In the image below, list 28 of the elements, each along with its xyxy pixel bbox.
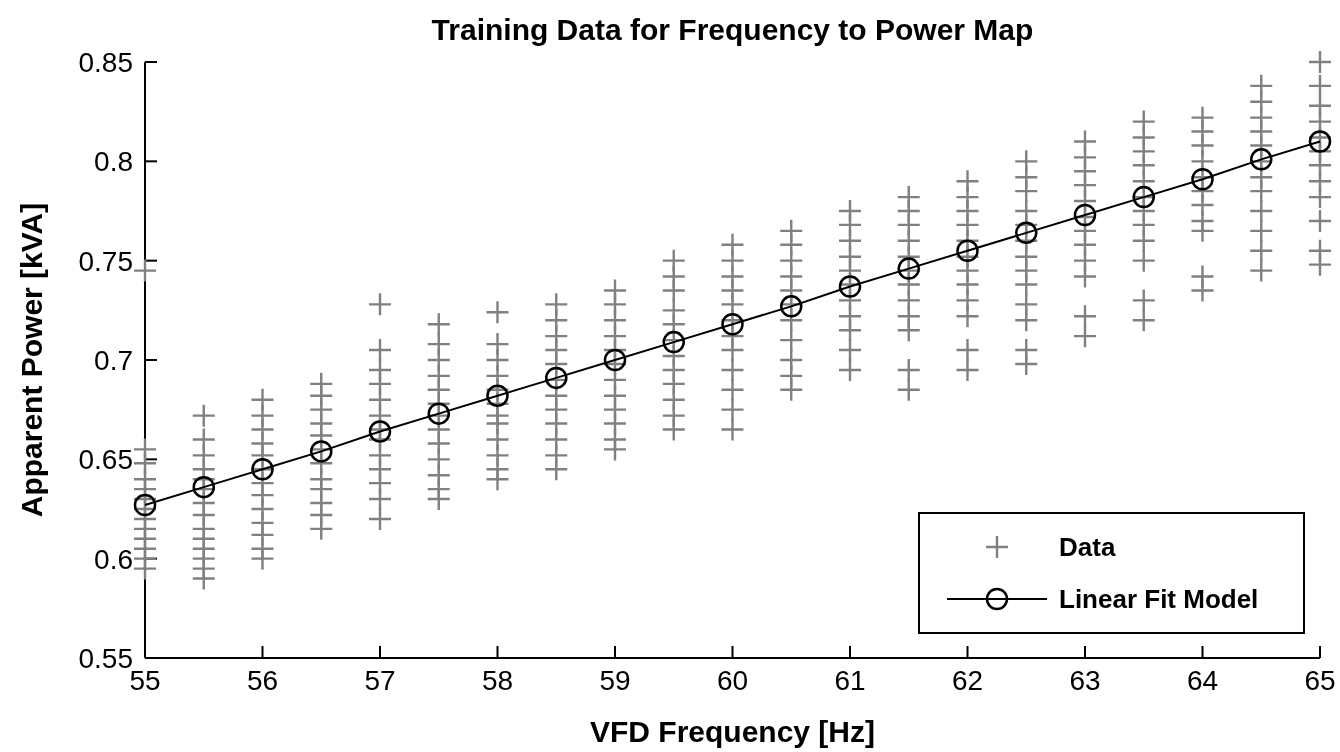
x-tick-label: 60 [716,665,749,696]
legend-label: Data [1059,532,1116,562]
point [721,312,744,336]
y-tick-label: 0.8 [94,146,133,178]
y-tick-label: 0.85 [78,47,133,78]
y-axis-title: Apparent Power [kVA] [15,202,48,518]
point [133,493,157,517]
point [956,239,979,262]
x-tick-label: 57 [364,665,396,696]
y-tick-label: 0.6 [94,543,133,575]
x-tick-label: 61 [834,665,866,696]
y-tick-label: 0.65 [78,444,133,476]
chart-title: Training Data for Frequency to Power Map [431,13,1034,46]
y-tick-label: 0.75 [78,245,133,277]
x-tick-label: 58 [481,665,514,696]
x-tick-label: 63 [1069,665,1101,696]
point [603,348,627,372]
point [1015,221,1038,245]
x-tick-label: 56 [246,665,279,696]
y-tick-label: 0.7 [94,345,133,376]
x-tick-label: 59 [599,665,631,696]
x-tick-label: 65 [1304,665,1336,696]
legend-label: Linear Fit Model [1059,584,1259,614]
x-tick-label: 62 [951,665,984,696]
point [486,384,509,408]
x-tick-label: 64 [1186,665,1219,696]
point [1308,130,1332,153]
x-axis-title: VFD Frequency [Hz] [589,715,876,748]
